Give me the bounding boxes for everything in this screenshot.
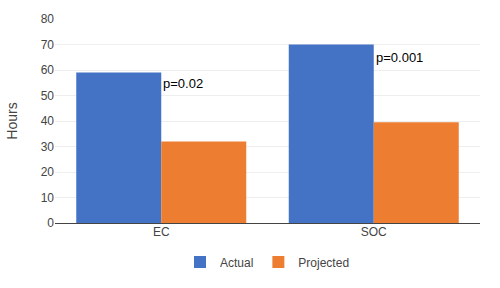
- svg-text:p=0.02: p=0.02: [163, 76, 203, 91]
- svg-text:Projected: Projected: [298, 256, 349, 270]
- svg-text:10: 10: [41, 191, 55, 205]
- svg-text:SOC: SOC: [361, 225, 387, 239]
- svg-text:60: 60: [41, 63, 55, 77]
- svg-text:Actual: Actual: [220, 256, 253, 270]
- svg-text:80: 80: [41, 12, 55, 26]
- svg-text:0: 0: [47, 216, 54, 230]
- svg-text:p=0.001: p=0.001: [376, 50, 423, 65]
- svg-text:20: 20: [41, 165, 55, 179]
- svg-text:40: 40: [41, 114, 55, 128]
- svg-text:70: 70: [41, 38, 55, 52]
- svg-text:EC: EC: [153, 225, 170, 239]
- svg-text:50: 50: [41, 89, 55, 103]
- svg-text:Hours: Hours: [4, 102, 20, 139]
- svg-text:30: 30: [41, 140, 55, 154]
